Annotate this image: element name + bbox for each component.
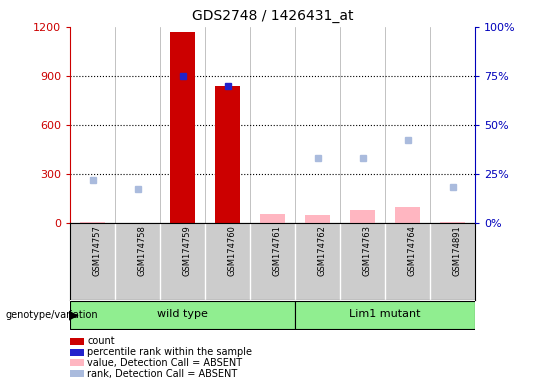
Bar: [70, 301, 295, 329]
Text: GSM174757: GSM174757: [93, 225, 102, 276]
Bar: [295, 301, 475, 329]
Bar: [215, 86, 240, 223]
Text: count: count: [87, 336, 115, 346]
Text: GSM174764: GSM174764: [408, 225, 417, 276]
Bar: [350, 210, 375, 223]
Text: GSM174762: GSM174762: [318, 225, 327, 276]
Text: wild type: wild type: [157, 309, 208, 319]
Text: percentile rank within the sample: percentile rank within the sample: [87, 347, 253, 357]
Text: GSM174760: GSM174760: [228, 225, 237, 276]
Bar: [440, 222, 465, 223]
Text: ▶: ▶: [69, 308, 78, 321]
Bar: [260, 214, 285, 223]
Text: rank, Detection Call = ABSENT: rank, Detection Call = ABSENT: [87, 369, 238, 379]
Text: GSM174763: GSM174763: [363, 225, 372, 276]
Text: genotype/variation: genotype/variation: [5, 310, 98, 320]
Bar: [80, 222, 105, 223]
Title: GDS2748 / 1426431_at: GDS2748 / 1426431_at: [192, 9, 354, 23]
Bar: [170, 32, 195, 223]
Text: GSM174761: GSM174761: [273, 225, 282, 276]
Text: Lim1 mutant: Lim1 mutant: [349, 309, 421, 319]
Text: GSM174759: GSM174759: [183, 225, 192, 276]
Bar: [395, 207, 420, 223]
Text: GSM174891: GSM174891: [453, 225, 462, 276]
Bar: [305, 215, 330, 223]
Text: value, Detection Call = ABSENT: value, Detection Call = ABSENT: [87, 358, 242, 368]
Text: GSM174758: GSM174758: [138, 225, 147, 276]
